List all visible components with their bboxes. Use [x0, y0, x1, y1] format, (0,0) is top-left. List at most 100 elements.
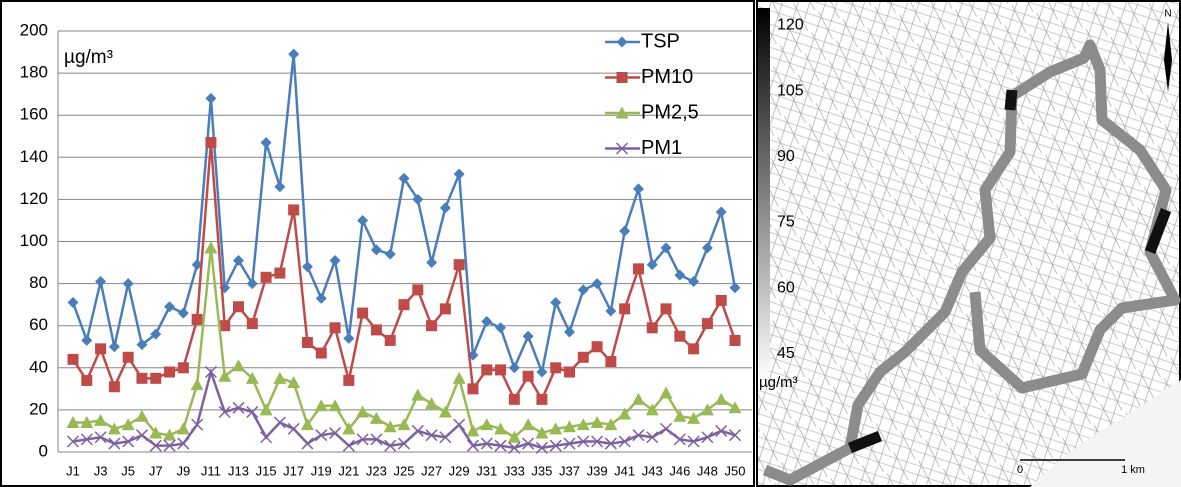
x-tick-label: J50 [725, 463, 746, 478]
data-point [466, 439, 479, 452]
chart-frame [0, 0, 755, 487]
colorbar-tick-label: 90 [777, 148, 795, 165]
data-point [315, 347, 327, 359]
data-point [108, 381, 120, 393]
x-tick-label: J31 [476, 463, 497, 478]
data-point [714, 392, 728, 405]
data-point [343, 374, 355, 386]
x-tick-label: J27 [421, 463, 442, 478]
data-point [521, 418, 535, 431]
data-point [163, 439, 176, 452]
data-point [646, 322, 658, 334]
data-point [604, 418, 618, 431]
route-hotspot [847, 89, 1172, 454]
data-point [480, 437, 493, 450]
data-point [564, 366, 575, 378]
data-point [412, 193, 424, 205]
data-point [274, 181, 286, 193]
data-point [590, 416, 604, 429]
data-point [674, 330, 686, 342]
data-point [591, 341, 603, 353]
x-tick-label: J46 [669, 463, 690, 478]
data-point [107, 422, 121, 435]
data-point [384, 439, 397, 452]
y-tick-label: 100 [20, 231, 48, 250]
data-point [632, 183, 644, 195]
data-point [729, 334, 741, 346]
x-tick-label: J37 [559, 463, 580, 478]
data-point [328, 399, 342, 412]
data-point [522, 437, 535, 450]
x-tick-label: J23 [366, 463, 387, 478]
data-point [94, 413, 108, 426]
data-point [301, 261, 313, 273]
data-point [122, 278, 134, 290]
data-point [177, 437, 190, 450]
data-point [136, 339, 148, 351]
data-point [495, 322, 507, 334]
route [762, 39, 1181, 486]
colorbar-tick-label: 120 [777, 17, 804, 34]
data-point [177, 307, 189, 319]
data-point [577, 351, 589, 363]
x-tick-label: J21 [338, 463, 359, 478]
x-tick-label: J5 [121, 463, 135, 478]
data-point [108, 341, 120, 353]
data-point [95, 275, 107, 287]
data-point [288, 48, 300, 60]
x-tick-label: J41 [614, 463, 635, 478]
data-point [315, 292, 327, 304]
data-point [619, 303, 631, 315]
x-tick-label: J1 [66, 463, 80, 478]
data-point [273, 416, 286, 429]
data-point [660, 422, 673, 435]
x-tick-label: J9 [176, 463, 190, 478]
data-point [300, 418, 314, 431]
y-axis-label: µg/m³ [64, 47, 113, 68]
y-tick-label: 140 [20, 147, 48, 166]
data-point [508, 393, 520, 405]
data-point [384, 248, 396, 260]
x-tick-label: J48 [697, 463, 718, 478]
data-point [632, 263, 644, 275]
data-point [728, 401, 742, 414]
x-tick-label: J17 [283, 463, 304, 478]
data-point [150, 328, 162, 340]
data-point [701, 431, 714, 444]
data-point [232, 359, 245, 372]
data-point [494, 439, 507, 452]
data-point [577, 435, 590, 448]
legend-marker [615, 142, 629, 155]
data-point [522, 330, 534, 342]
data-point [564, 326, 575, 338]
data-point [121, 418, 135, 431]
data-point [549, 439, 562, 452]
data-point [191, 313, 203, 325]
data-point [108, 437, 121, 450]
data-point [605, 355, 617, 367]
legend-label: TSP [641, 30, 680, 52]
data-point [135, 429, 148, 442]
data-point [494, 422, 508, 435]
x-tick-label: J39 [587, 463, 608, 478]
data-point [288, 204, 300, 216]
data-point [398, 172, 410, 184]
data-point [67, 297, 79, 309]
data-point [204, 365, 217, 379]
data-point [176, 422, 190, 435]
data-point [535, 426, 549, 439]
data-point [177, 362, 189, 374]
data-point [81, 374, 93, 386]
data-point [329, 322, 341, 334]
data-point [94, 431, 107, 444]
data-point [425, 397, 439, 410]
north-arrow [1164, 22, 1172, 92]
data-point [190, 378, 204, 391]
data-point [135, 409, 149, 422]
data-point [80, 433, 93, 446]
data-point [466, 424, 480, 437]
data-point [149, 426, 163, 439]
data-point [260, 137, 272, 149]
x-tick-label: J35 [531, 463, 552, 478]
data-point [205, 137, 217, 149]
